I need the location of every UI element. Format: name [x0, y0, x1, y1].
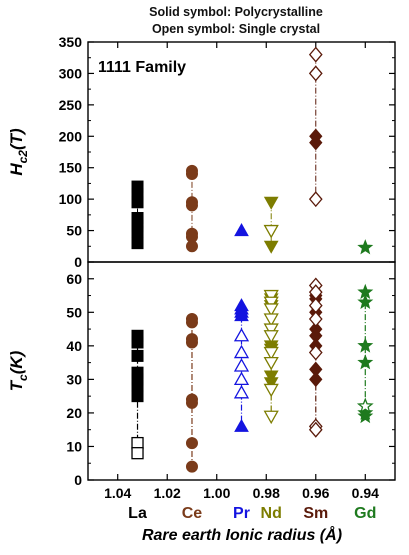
la-tc-point-solid: [131, 336, 144, 349]
la-element-label: La: [128, 505, 147, 522]
sm-hc2-point-open: [308, 46, 323, 63]
ce-tc-point-solid: [185, 336, 198, 349]
ce-tc-point-solid: [185, 316, 198, 329]
ce-tc-point-solid: [185, 460, 198, 473]
ce-tc-point-solid: [185, 437, 198, 450]
sm-hc2-point-solid: [309, 134, 323, 151]
ce-hc2-point-solid: [185, 168, 198, 180]
la-tc-point-open: [131, 447, 144, 460]
nd-tc-point-open: [263, 289, 279, 304]
sm-element-label: Sm: [303, 505, 328, 522]
legend-note-open: Open symbol: Single crystal: [152, 22, 320, 36]
top-ytick-label: 350: [59, 34, 83, 50]
la-tc-point-solid: [131, 349, 144, 362]
top-ytick-label: 200: [59, 128, 83, 144]
sm-hc2-point-open: [308, 65, 323, 82]
x-tick-label: 0.94: [352, 485, 379, 501]
sm-hc2-point-open: [308, 191, 323, 208]
bottom-ytick-label: 20: [66, 405, 82, 421]
nd-tc-point-open: [263, 323, 279, 337]
panel-label: 1111 Family: [98, 59, 186, 76]
top-ytick-label: 300: [59, 65, 83, 81]
ce-hc2-point-solid: [185, 199, 198, 212]
nd-tc-point-open: [263, 296, 279, 311]
sm-tc-point-open: [308, 344, 323, 361]
nd-tc-point-open: [263, 383, 279, 398]
x-tick-label: 1.00: [203, 485, 230, 501]
top-ytick-label: 250: [59, 97, 83, 113]
sm-tc-point-open: [308, 421, 323, 438]
x-tick-label: 1.02: [154, 485, 181, 501]
gd-tc-point-open: [356, 397, 374, 414]
nd-hc2-point-solid: [263, 196, 279, 210]
bottom-ytick-label: 30: [66, 371, 82, 387]
pr-element-label: Pr: [233, 505, 250, 522]
pr-tc-point-solid: [234, 308, 249, 322]
nd-tc-point-open: [263, 346, 279, 361]
nd-tc-point-open: [263, 313, 279, 327]
nd-tc-point-open: [263, 356, 279, 371]
nd-tc-point-solid: [263, 370, 279, 384]
x-tick-label: 0.96: [302, 485, 329, 501]
gd-tc-point-solid: [357, 407, 374, 424]
nd-hc2-point-open: [263, 224, 279, 239]
top-ytick-label: 100: [59, 191, 83, 207]
pr-tc-point-open: [233, 358, 250, 372]
pr-tc-point-open: [233, 384, 250, 399]
nd-tc-point-open: [263, 303, 279, 317]
la-hc2-point-solid: [131, 237, 144, 250]
bottom-ytick-label: 60: [66, 271, 82, 287]
x-tick-label: 0.98: [253, 485, 280, 501]
gd-hc2-point-solid: [357, 239, 374, 255]
bottom-ytick-label: 50: [66, 304, 82, 320]
bottom-ytick-label: 40: [66, 338, 82, 354]
pr-tc-point-open: [233, 327, 250, 342]
bottom-ytick-label: 10: [66, 438, 82, 454]
la-hc2-point-solid: [131, 196, 144, 209]
bottom-y-axis-title: Tc(K): [7, 350, 30, 391]
bottom-ytick-label: 0: [74, 472, 82, 488]
pr-tc-point-open: [233, 344, 250, 359]
sm-tc-point-open: [308, 311, 323, 328]
pr-hc2-point-solid: [234, 223, 249, 237]
nd-hc2-point-solid: [263, 240, 279, 254]
x-tick-label: 1.04: [104, 485, 131, 501]
x-axis-title: Rare earth Ionic radius (Å): [142, 525, 342, 544]
gd-tc-point-solid: [357, 337, 374, 353]
nd-tc-point-solid: [263, 377, 279, 391]
gd-tc-point-solid: [357, 354, 374, 370]
top-ytick-label: 150: [59, 160, 83, 176]
chart-marks: 0 50 100 150 200 250 300 350 0 10 20 30 40 50 60 1.04 1.…: [7, 34, 396, 522]
la-hc2-point-solid: [131, 225, 144, 238]
gd-element-label: Gd: [354, 505, 376, 522]
bottom-panel-frame: [87, 261, 396, 481]
gd-tc-point-solid: [357, 293, 374, 310]
sm-tc-point-solid: [309, 371, 323, 388]
pr-tc-point-solid: [234, 418, 249, 432]
top-y-axis-title: Hc2(T): [7, 128, 30, 176]
ce-element-label: Ce: [182, 505, 203, 522]
nd-tc-point-open: [263, 330, 279, 344]
pr-tc-point-open: [233, 371, 250, 386]
legend-note-solid: Solid symbol: Polycrystalline: [149, 5, 323, 19]
ce-tc-point-solid: [185, 396, 198, 409]
ce-hc2-point-solid: [185, 240, 198, 253]
la-tc-point-solid: [131, 380, 144, 393]
la-tc-point-solid: [131, 390, 144, 403]
nd-element-label: Nd: [261, 505, 282, 522]
nd-tc-point-open: [263, 410, 279, 425]
top-ytick-label: 50: [66, 223, 82, 239]
top-ytick-label: 0: [74, 254, 82, 270]
la-tc-point-open: [131, 436, 144, 450]
